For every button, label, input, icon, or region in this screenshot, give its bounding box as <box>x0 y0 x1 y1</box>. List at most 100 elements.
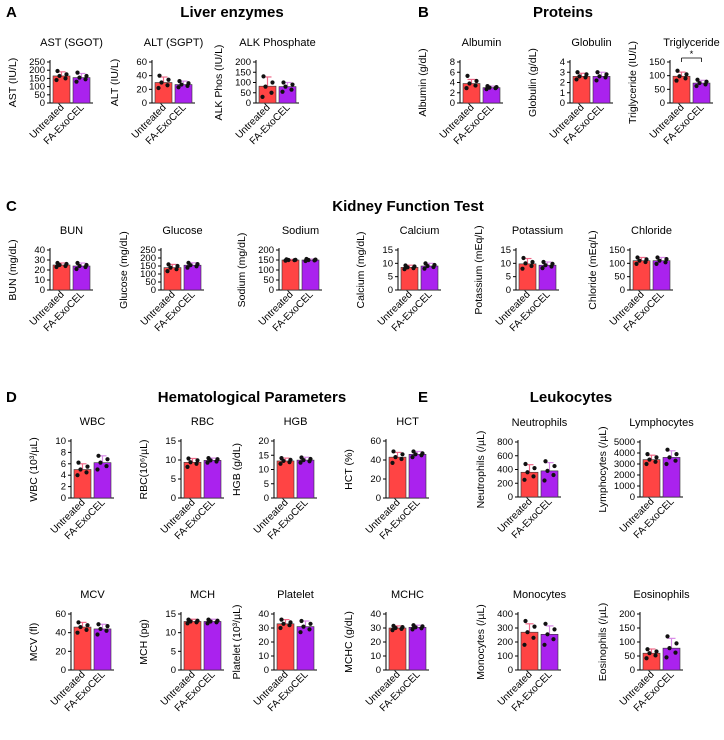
data-point <box>293 257 298 262</box>
data-point <box>57 73 62 79</box>
data-point <box>283 84 288 89</box>
data-point <box>467 81 472 86</box>
data-point <box>299 455 304 460</box>
y-tick-label: 2 <box>61 482 66 493</box>
data-point <box>185 464 190 469</box>
y-tick-label: 400 <box>497 609 513 620</box>
y-tick-label: 0 <box>61 665 66 676</box>
y-tick-label: 150 <box>609 245 625 256</box>
chart-ast-sgot: AST (SGOT)AST (IU/L) 050100150200250Untre… <box>7 37 103 147</box>
data-point <box>186 617 191 622</box>
data-point <box>195 458 200 463</box>
data-point <box>665 447 670 452</box>
data-point <box>288 620 293 625</box>
data-point <box>664 461 669 467</box>
data-point <box>166 262 171 267</box>
svg-text:A: A <box>6 4 17 21</box>
y-tick-label: 0 <box>450 98 455 109</box>
y-tick-label: 100 <box>29 82 45 93</box>
y-tick-label: 10 <box>370 651 381 662</box>
y-tick-label: 100 <box>497 651 513 662</box>
chart-title: Chloride <box>631 225 672 237</box>
data-point <box>185 621 190 626</box>
chart-title: Calcium <box>400 225 440 237</box>
y-tick-label: 150 <box>649 57 665 68</box>
y-tick-label: 50 <box>240 88 251 99</box>
y-tick-label: 30 <box>34 255 45 266</box>
y-tick-label: 0 <box>660 98 665 109</box>
data-point <box>645 452 650 457</box>
data-point <box>464 86 469 91</box>
data-point <box>278 625 283 631</box>
data-point <box>206 456 211 461</box>
y-tick-label: 40 <box>370 609 381 620</box>
chart-title: Glucose <box>162 225 202 237</box>
y-tick-label: 0 <box>61 493 66 504</box>
y-tick-label: 0 <box>171 665 176 676</box>
y-tick-label: 0 <box>620 285 625 296</box>
chart-title: ALK Phosphate <box>239 37 315 49</box>
data-point <box>422 266 427 271</box>
data-point <box>410 455 415 460</box>
data-point <box>179 82 184 87</box>
data-point <box>206 617 211 622</box>
y-axis-label: Platelet (10³/µL) <box>231 605 243 680</box>
data-point <box>674 78 679 83</box>
data-point <box>574 77 579 82</box>
y-tick-label: 40 <box>258 609 269 620</box>
data-point <box>594 78 599 83</box>
data-point <box>83 77 88 82</box>
bar-untreated <box>276 623 295 671</box>
data-point <box>205 621 210 626</box>
data-point <box>84 470 89 475</box>
y-tick-label: 10 <box>258 465 269 476</box>
y-axis-label: HCT (%) <box>343 449 355 490</box>
data-point <box>175 263 180 269</box>
y-tick-label: 100 <box>649 71 665 82</box>
panel-label-e: E <box>418 389 428 406</box>
data-point <box>542 642 547 647</box>
bar-untreated <box>388 627 407 671</box>
data-point <box>298 460 303 465</box>
y-tick-label: 4 <box>450 78 455 89</box>
panel-title-hematological-parameters: Hematological Parameters <box>158 389 346 406</box>
y-tick-label: 0 <box>269 285 274 296</box>
data-point <box>313 257 318 262</box>
panel-label-c: C <box>6 198 17 215</box>
y-tick-label: 0 <box>40 285 45 296</box>
y-tick-label: 50 <box>263 275 274 286</box>
data-point <box>411 449 416 454</box>
data-point <box>597 74 602 79</box>
y-axis-label: HGB (g/dL) <box>231 443 243 496</box>
data-point <box>552 627 557 632</box>
chart-title: MCH <box>190 589 215 601</box>
chart-title: Albumin <box>462 37 502 49</box>
y-tick-label: 8 <box>450 57 455 68</box>
data-point <box>665 634 670 639</box>
data-point <box>551 637 556 642</box>
chart-title: Monocytes <box>513 589 567 601</box>
chart-title: Neutrophils <box>512 417 568 429</box>
data-point <box>278 461 283 466</box>
y-axis-label: Sodium (mg/dL) <box>236 233 248 308</box>
data-point <box>157 73 162 78</box>
y-axis-label: Lymphocytes (/µL) <box>597 426 609 512</box>
data-point <box>657 258 662 263</box>
data-point <box>75 630 80 635</box>
data-point <box>577 74 582 79</box>
chart-title: AST (SGOT) <box>40 37 103 49</box>
data-point <box>281 621 286 626</box>
panel-label-d: D <box>6 389 17 406</box>
data-point <box>304 256 309 262</box>
data-point <box>420 451 425 456</box>
data-point <box>604 72 609 77</box>
y-tick-label: 2 <box>450 88 455 99</box>
y-tick-label: 50 <box>654 84 665 95</box>
data-point <box>166 77 171 82</box>
data-point <box>261 74 266 79</box>
y-tick-label: 0 <box>508 492 513 503</box>
